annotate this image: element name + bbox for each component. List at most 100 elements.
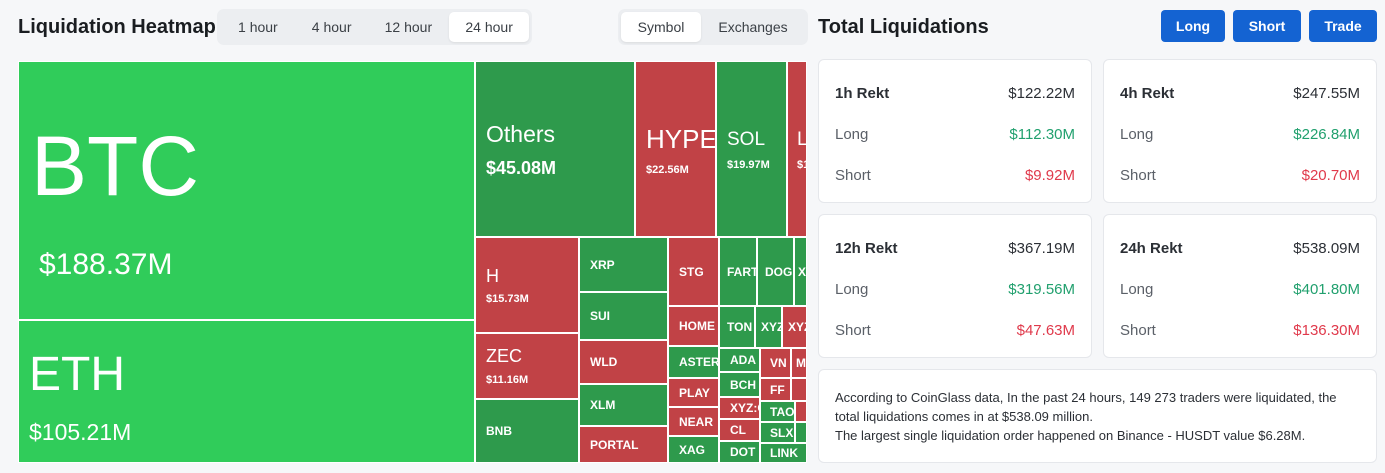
tile-symbol: HYPE (646, 124, 716, 154)
heatmap-tile-small-2[interactable] (795, 401, 807, 422)
tile-symbol: XYZ (788, 320, 806, 334)
trade-button[interactable]: Trade (1309, 10, 1377, 42)
tab-24-hour[interactable]: 24 hour (449, 12, 529, 42)
heatmap-tile-zec[interactable]: ZEC $11.16M (475, 333, 579, 399)
heatmap-tile-tao[interactable]: TAO (760, 401, 795, 422)
heatmap-tile-doge[interactable]: DOGE (757, 237, 794, 306)
heatmap-tile-sol[interactable]: SOL $19.97M (716, 61, 787, 237)
tile-symbol: ZEC (486, 346, 522, 366)
heatmap-tile-ada[interactable]: ADA (719, 348, 760, 372)
card-total: $367.19M (1008, 240, 1075, 257)
heatmap-tile-wld[interactable]: WLD (579, 340, 668, 384)
tile-symbol: XAG (679, 442, 706, 457)
short-button[interactable]: Short (1233, 10, 1301, 42)
heatmap-tile-xyz[interactable]: XYZ (755, 306, 782, 348)
heatmap-tile-bch[interactable]: BCH (719, 372, 760, 397)
heatmap-tile-link[interactable]: LINK (760, 443, 807, 463)
heatmap-tile-sui[interactable]: SUI (579, 292, 668, 340)
tile-symbol: XRP (590, 257, 615, 272)
rekt-card-4h: 4h Rekt $247.55M Long $226.84M Short $20.70… (1103, 59, 1377, 203)
tile-symbol: ETH (29, 348, 125, 401)
tile-symbol: BCH (730, 377, 756, 392)
heatmap-tile-btc[interactable]: BTC $188.37M (18, 61, 475, 320)
heatmap-tile-portal[interactable]: PORTAL (579, 426, 668, 463)
card-long-label: Long (1120, 281, 1154, 298)
heatmap-tile-xlm[interactable]: XLM (579, 384, 668, 426)
tab-1-hour[interactable]: 1 hour (238, 19, 278, 35)
tab-4-hour[interactable]: 4 hour (311, 19, 352, 35)
heatmap-tile-xyz-short[interactable]: XYZ (782, 306, 807, 348)
heatmap-tile-stg[interactable]: STG (668, 237, 719, 306)
heatmap-tile-hype[interactable]: HYPE $22.56M (635, 61, 716, 237)
tile-symbol: ADA (730, 353, 756, 367)
card-short-value: $9.92M (1024, 167, 1075, 184)
tile-symbol: HOME (679, 319, 715, 333)
tile-symbol: TON (727, 320, 753, 334)
tab-exchanges[interactable]: Exchanges (718, 19, 788, 35)
card-short-value: $47.63M (1016, 322, 1075, 339)
tile-symbol: LINK (770, 446, 798, 460)
card-short-label: Short (835, 167, 871, 184)
heatmap-tile-l[interactable]: L $1 (787, 61, 807, 237)
heatmap-tile-xyz-g[interactable]: XYZ:G (719, 397, 760, 419)
card-total: $538.09M (1293, 240, 1360, 257)
tile-symbol: NEAR (679, 414, 714, 429)
tile-symbol: TAO (770, 404, 795, 419)
card-short-label: Short (835, 322, 871, 339)
heatmap-tile-xag[interactable]: XAG (668, 436, 719, 463)
summary-line: The largest single liquidation order hap… (835, 428, 1306, 443)
rekt-card-24h: 24h Rekt $538.09M Long $401.80M Short $136.… (1103, 214, 1377, 358)
card-period: 1h Rekt (835, 85, 890, 102)
card-long-label: Long (835, 281, 869, 298)
heatmap-tile-ton[interactable]: TON (719, 306, 755, 348)
long-button[interactable]: Long (1161, 10, 1225, 42)
heatmap-tile-ff[interactable]: FF (760, 378, 791, 401)
heatmap-tile-others[interactable]: Others $45.08M (475, 61, 635, 237)
heatmap-tile-play[interactable]: PLAY (668, 378, 719, 407)
card-short-value: $20.70M (1301, 167, 1360, 184)
heatmap-tile-aster[interactable]: ASTER (668, 346, 719, 378)
heatmap-tile-h[interactable]: H $15.73M (475, 237, 579, 333)
tile-symbol: BNB (486, 424, 512, 438)
heatmap-tile-slx[interactable]: SLX (760, 422, 795, 443)
heatmap-tile-xrp[interactable]: XRP (579, 237, 668, 292)
tile-symbol: CL (730, 423, 746, 437)
heatmap-tile-cl[interactable]: CL (719, 419, 760, 441)
tile-symbol: PLAY (679, 385, 710, 400)
time-range-tabs: 1 hour 4 hour 12 hour 24 hour (217, 9, 532, 45)
tile-symbol: BTC (31, 119, 199, 213)
heatmap-tile-dot[interactable]: DOT (719, 441, 760, 463)
tile-value: $11.16M (486, 374, 529, 386)
heatmap-tile-m[interactable]: M (791, 348, 807, 378)
heatmap-tile-small-3[interactable] (795, 422, 807, 443)
tile-symbol: VN (770, 356, 787, 370)
heatmap-tile-eth[interactable]: ETH $105.21M (18, 320, 475, 463)
card-total: $122.22M (1008, 85, 1075, 102)
heatmap-tile-x[interactable]: X (794, 237, 807, 306)
tile-symbol: SOL (727, 129, 766, 150)
card-long-value: $319.56M (1008, 281, 1075, 298)
heatmap-tile-bnb[interactable]: BNB (475, 399, 579, 463)
tile-value: $45.08M (486, 158, 557, 178)
heatmap-tile-home[interactable]: HOME (668, 306, 719, 346)
card-period: 4h Rekt (1120, 85, 1175, 102)
tile-symbol: FF (770, 382, 785, 397)
group-by-tabs: Symbol Exchanges (618, 9, 808, 45)
tab-12-hour[interactable]: 12 hour (384, 19, 433, 35)
card-long-label: Long (835, 126, 869, 143)
tile-value: $15.73M (486, 293, 529, 305)
tab-symbol[interactable]: Symbol (621, 12, 701, 42)
tile-symbol: XYZ (761, 320, 781, 334)
card-short-value: $136.30M (1293, 322, 1360, 339)
tile-symbol: SLX (770, 425, 794, 440)
tile-symbol: X (798, 264, 807, 279)
tile-symbol: XLM (590, 398, 616, 412)
tile-symbol: WLD (590, 355, 618, 369)
heatmap-tile-near[interactable]: NEAR (668, 407, 719, 436)
rekt-card-12h: 12h Rekt $367.19M Long $319.56M Short $47.6… (818, 214, 1092, 358)
heatmap-tile-fart[interactable]: FART (719, 237, 757, 306)
heatmap-tile-vn[interactable]: VN (760, 348, 791, 378)
heatmap-tile-small-1[interactable] (791, 378, 807, 401)
tile-symbol: ASTER (679, 355, 719, 369)
